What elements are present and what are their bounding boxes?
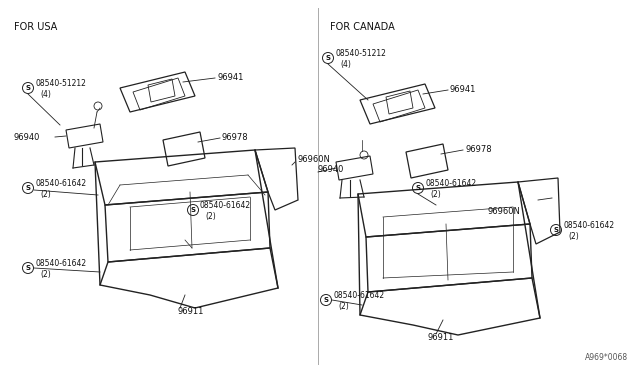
Text: S: S: [323, 297, 328, 303]
Text: 08540-51212: 08540-51212: [35, 80, 86, 89]
Text: (2): (2): [40, 189, 51, 199]
Text: 96978: 96978: [465, 145, 492, 154]
Text: 96941: 96941: [217, 74, 243, 83]
Text: 08540-61642: 08540-61642: [200, 202, 251, 211]
Text: 08540-51212: 08540-51212: [335, 49, 386, 58]
Text: (4): (4): [340, 60, 351, 68]
Text: (4): (4): [40, 90, 51, 99]
Text: (2): (2): [205, 212, 216, 221]
Text: 08540-61642: 08540-61642: [333, 292, 384, 301]
Text: S: S: [26, 265, 31, 271]
Text: 96960N: 96960N: [488, 208, 521, 217]
Text: (2): (2): [430, 189, 441, 199]
Text: 96960N: 96960N: [297, 155, 330, 164]
Text: 96940: 96940: [14, 132, 40, 141]
Text: S: S: [554, 227, 559, 233]
Text: 96911: 96911: [428, 334, 454, 343]
Text: FOR USA: FOR USA: [14, 22, 57, 32]
Text: (2): (2): [338, 301, 349, 311]
Text: 08540-61642: 08540-61642: [35, 180, 86, 189]
Text: 08540-61642: 08540-61642: [563, 221, 614, 231]
Text: (2): (2): [40, 269, 51, 279]
Text: 08540-61642: 08540-61642: [425, 180, 476, 189]
Text: 96940: 96940: [318, 164, 344, 173]
Text: 96978: 96978: [222, 134, 248, 142]
Text: FOR CANADA: FOR CANADA: [330, 22, 395, 32]
Text: S: S: [191, 207, 195, 213]
Text: A969*0068: A969*0068: [585, 353, 628, 362]
Text: 96941: 96941: [450, 86, 476, 94]
Text: (2): (2): [568, 231, 579, 241]
Text: 08540-61642: 08540-61642: [35, 260, 86, 269]
Text: S: S: [326, 55, 330, 61]
Text: S: S: [415, 185, 420, 191]
Text: S: S: [26, 185, 31, 191]
Text: S: S: [26, 85, 31, 91]
Text: 96911: 96911: [178, 308, 204, 317]
